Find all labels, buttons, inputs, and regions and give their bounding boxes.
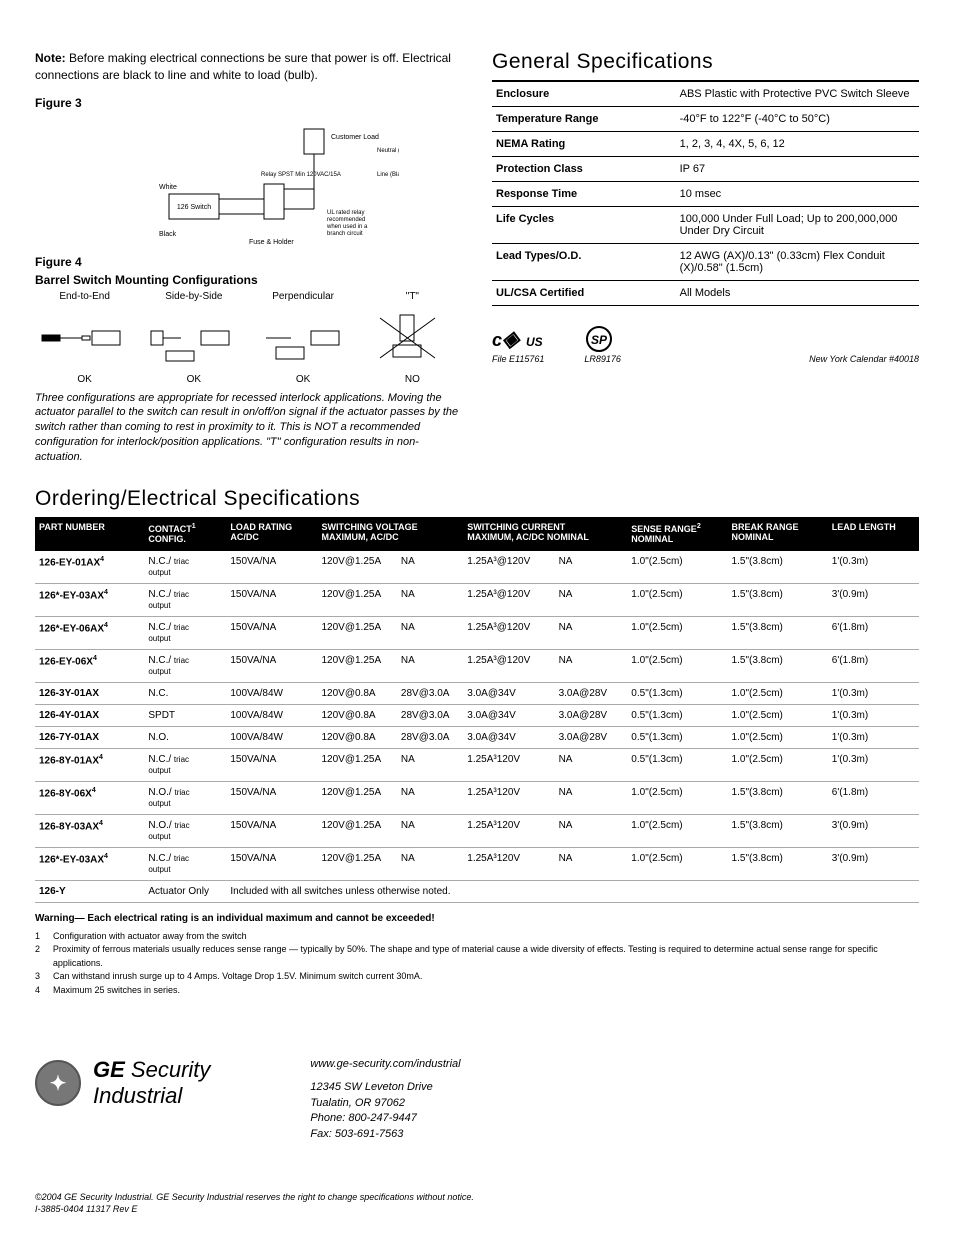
ge-logo-icon: ✦ bbox=[35, 1060, 81, 1106]
copyright-block: ©2004 GE Security Industrial. GE Securit… bbox=[35, 1192, 919, 1215]
table-row: 126-8Y-01AX4N.C./ triacoutput150VA/NA120… bbox=[35, 748, 919, 781]
svg-text:c: c bbox=[492, 330, 502, 350]
svg-text:Neutral (White): Neutral (White) bbox=[377, 148, 399, 154]
table-row: 126-8Y-03AX4N.O./ triacoutput150VA/NA120… bbox=[35, 814, 919, 847]
svg-text:branch circuit: branch circuit bbox=[327, 231, 363, 237]
csa-logo-icon: SP bbox=[584, 324, 614, 354]
table-row: 126*-EY-06AX4N.C./ triacoutput150VA/NA12… bbox=[35, 616, 919, 649]
figure4-label: Figure 4 bbox=[35, 255, 462, 269]
general-spec-title: General Specifications bbox=[492, 50, 919, 74]
svg-text:Customer Load: Customer Load bbox=[331, 134, 379, 141]
figure3-label: Figure 3 bbox=[35, 96, 462, 110]
svg-text:recommended: recommended bbox=[327, 217, 365, 223]
certification-logos: c◈US File E115761 SP LR89176 New York Ca… bbox=[492, 324, 919, 364]
figure3-diagram: 126 Switch Customer Load Neutral (White)… bbox=[35, 114, 462, 249]
svg-text:when used in a: when used in a bbox=[326, 224, 368, 230]
svg-text:Black: Black bbox=[159, 231, 177, 238]
figure4-caption: Three configurations are appropriate for… bbox=[35, 391, 462, 465]
ordering-spec-table: PART NUMBER CONTACT1CONFIG. LOAD RATINGA… bbox=[35, 517, 919, 903]
figure4-diagram-row bbox=[35, 306, 462, 370]
table-row: 126-EY-01AX4N.C./ triacoutput150VA/NA120… bbox=[35, 551, 919, 584]
table-row: 126-4Y-01AXSPDT 100VA/84W120V@0.8A28V@3.… bbox=[35, 704, 919, 726]
table-row: 126-3Y-01AXN.C. 100VA/84W120V@0.8A28V@3.… bbox=[35, 682, 919, 704]
svg-text:Fuse & Holder: Fuse & Holder bbox=[249, 239, 294, 246]
footnotes-block: 1Configuration with actuator away from t… bbox=[35, 930, 919, 998]
svg-text:Line (Black): Line (Black) bbox=[377, 172, 399, 178]
ul-logo-icon: c◈ US bbox=[492, 324, 542, 354]
table-row: 126-7Y-01AXN.O. 100VA/84W120V@0.8A28V@3.… bbox=[35, 726, 919, 748]
table-row: 126*-EY-03AX4N.C./ triacoutput150VA/NA12… bbox=[35, 847, 919, 880]
general-spec-table: EnclosureABS Plastic with Protective PVC… bbox=[492, 80, 919, 306]
page-footer: ✦ GE Security Industrial www.ge-security… bbox=[35, 1057, 919, 1142]
table-row: 126-YActuator OnlyIncluded with all swit… bbox=[35, 880, 919, 902]
figure4-header-row: End-to-End Side-by-Side Perpendicular "T… bbox=[35, 291, 462, 302]
ordering-spec-title: Ordering/Electrical Specifications bbox=[35, 487, 919, 511]
figure4-ok-row: OK OK OK NO bbox=[35, 374, 462, 385]
svg-text:SP: SP bbox=[591, 333, 608, 347]
figure4-sublabel: Barrel Switch Mounting Configurations bbox=[35, 273, 462, 287]
svg-text:White: White bbox=[159, 184, 177, 191]
table-row: 126-8Y-06X4N.O./ triacoutput150VA/NA120V… bbox=[35, 781, 919, 814]
table-row: 126-EY-06X4N.C./ triacoutput150VA/NA120V… bbox=[35, 649, 919, 682]
note-paragraph: Note: Before making electrical connectio… bbox=[35, 50, 462, 84]
warning-text: Warning— Each electrical rating is an in… bbox=[35, 913, 919, 924]
svg-text:US: US bbox=[526, 335, 542, 349]
svg-text:126 Switch: 126 Switch bbox=[176, 204, 210, 211]
table-row: 126*-EY-03AX4N.C./ triacoutput150VA/NA12… bbox=[35, 583, 919, 616]
svg-text:UL rated relay: UL rated relay bbox=[327, 210, 364, 216]
svg-text:◈: ◈ bbox=[502, 326, 521, 351]
svg-text:Relay SPST Min 120VAC/15A: Relay SPST Min 120VAC/15A bbox=[261, 172, 341, 178]
